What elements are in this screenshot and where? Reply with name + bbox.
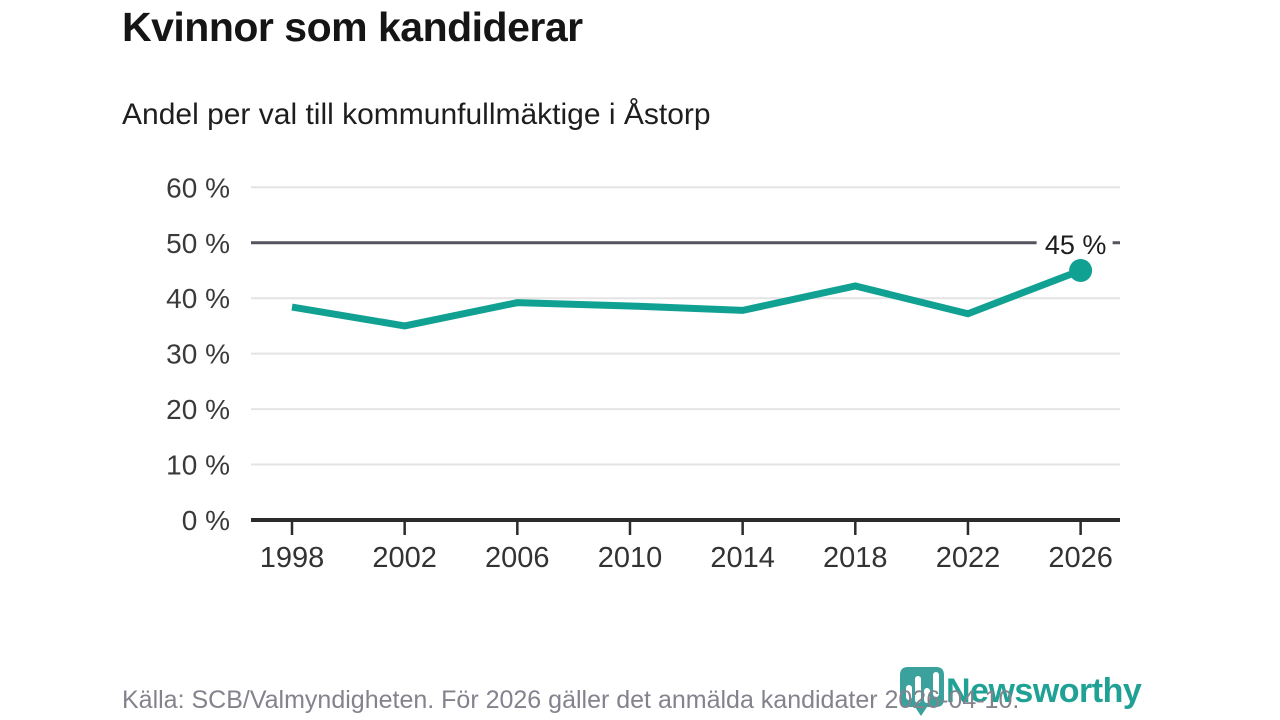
x-tick-label-2018: 2018 <box>823 542 888 574</box>
x-tick-label-2014: 2014 <box>710 542 775 574</box>
newsworthy-pin-barchart-icon <box>900 667 944 716</box>
trend-line <box>291 267 1082 330</box>
x-tick-label-2026: 2026 <box>1048 542 1113 574</box>
x-tick-label-2022: 2022 <box>936 542 1001 574</box>
x-tick-label-2010: 2010 <box>598 542 663 574</box>
last-point-label-bg <box>1036 227 1113 256</box>
y-tick-label-40: 40 % <box>166 283 230 314</box>
page-subtitle: Andel per val till kommunfullmäktige i Å… <box>122 98 711 131</box>
page-title: Kvinnor som kandiderar <box>122 4 583 50</box>
last-point-label: 45 % <box>1045 230 1107 260</box>
source-note: Källa: SCB/Valmyndigheten. För 2026 gäll… <box>122 686 1020 714</box>
brand-name: Newsworthy <box>946 672 1142 710</box>
y-tick-label-60: 60 % <box>166 172 230 203</box>
y-tick-label-10: 10 % <box>166 450 230 481</box>
x-tick-label-2002: 2002 <box>372 542 437 574</box>
y-tick-label-0: 0 % <box>182 505 230 536</box>
x-tick-label-2006: 2006 <box>485 542 550 574</box>
y-tick-label-20: 20 % <box>166 394 230 425</box>
x-tick-label-1998: 1998 <box>260 542 325 574</box>
y-tick-label-30: 30 % <box>166 339 230 370</box>
line-chart: 0 % 10 % 20 % 30 % 40 % 50 % 60 % 1998 2002 2006 2… <box>166 172 1120 574</box>
y-tick-label-50: 50 % <box>166 228 230 259</box>
last-point-dot <box>1069 258 1093 282</box>
